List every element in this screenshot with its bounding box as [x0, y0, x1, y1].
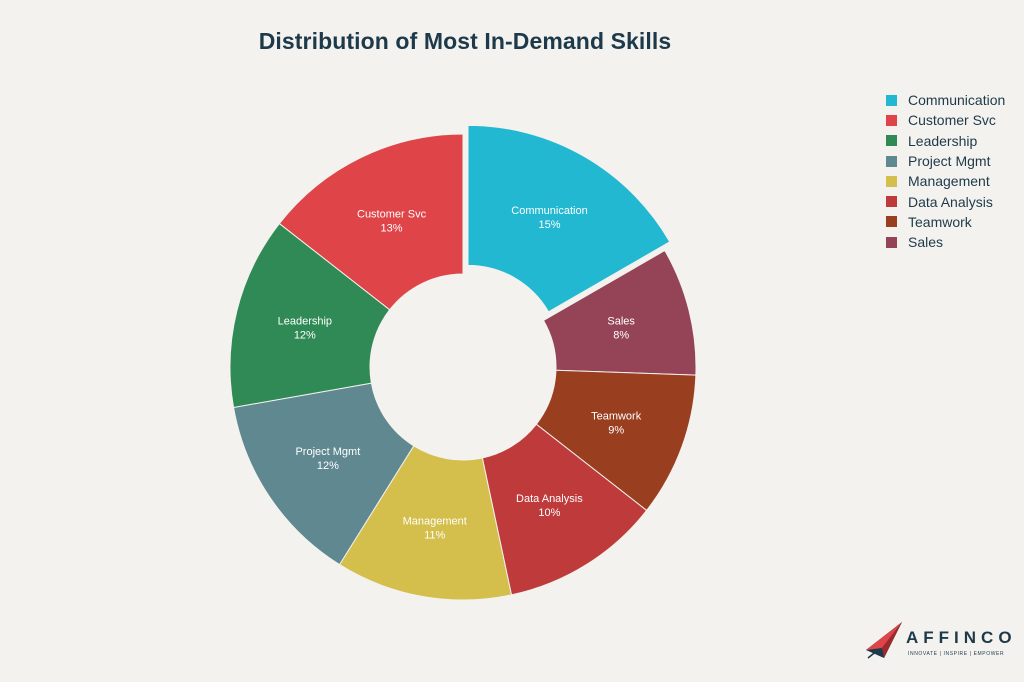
slice-label-teamwork: Teamwork	[591, 411, 642, 423]
slice-value-management: 11%	[424, 530, 445, 542]
brand-name: AFFINCO	[906, 628, 1017, 647]
slice-label-project-mgmt: Project Mgmt	[295, 446, 360, 458]
brand-tagline: INNOVATE | INSPIRE | EMPOWER	[908, 651, 1005, 657]
legend-label: Communication	[908, 92, 1006, 109]
slice-value-leadership: 12%	[294, 330, 316, 342]
legend-swatch	[886, 175, 897, 187]
slice-label-leadership: Leadership	[278, 316, 332, 328]
legend-item-data-analysis: Data Analysis	[886, 191, 1005, 211]
slice-communication	[467, 124, 671, 313]
slice-value-communication: 15%	[538, 219, 560, 231]
slice-label-sales: Sales	[607, 316, 635, 328]
legend-swatch	[886, 114, 897, 126]
slice-value-customer-svc: 13%	[381, 222, 403, 234]
slice-value-sales: 8%	[613, 330, 629, 342]
legend-item-leadership: Leadership	[886, 131, 1005, 151]
slice-value-teamwork: 9%	[608, 425, 624, 437]
legend-label: Sales	[908, 234, 944, 251]
slice-label-customer-svc: Customer Svc	[357, 208, 427, 220]
slice-project-mgmt	[232, 382, 415, 566]
legend-swatch	[886, 94, 897, 106]
legend-swatch	[886, 196, 897, 208]
chart-title: Distribution of Most In-Demand Skills	[258, 28, 672, 54]
slice-management	[338, 445, 513, 601]
legend-item-sales: Sales	[886, 232, 1005, 252]
legend-label: Leadership	[908, 132, 978, 149]
legend-item-customer-svc: Customer Svc	[886, 110, 1005, 130]
legend-swatch	[886, 216, 897, 228]
legend-label: Teamwork	[908, 213, 972, 230]
legend-label: Customer Svc	[908, 112, 996, 129]
legend-swatch	[886, 155, 897, 167]
legend-item-teamwork: Teamwork	[886, 212, 1005, 232]
legend-label: Data Analysis	[908, 193, 993, 210]
legend-label: Project Mgmt	[908, 153, 991, 170]
slice-value-project-mgmt: 12%	[317, 460, 339, 472]
paper-plane-icon	[866, 622, 902, 659]
slice-value-data-analysis: 10%	[538, 507, 560, 519]
chart-legend: Communication Customer Svc Leadership Proje…	[886, 90, 1005, 252]
legend-item-communication: Communication	[886, 90, 1005, 110]
legend-item-project-mgmt: Project Mgmt	[886, 151, 1005, 171]
brand-logo: AFFINCO INNOVATE | INSPIRE | EMPOWER	[862, 618, 1012, 668]
legend-swatch	[886, 135, 897, 147]
slice-label-communication: Communication	[511, 205, 587, 217]
slice-leadership	[229, 222, 391, 409]
legend-item-management: Management	[886, 171, 1005, 191]
legend-swatch	[886, 236, 897, 248]
slice-customer-svc	[278, 133, 464, 311]
slice-label-data-analysis: Data Analysis	[516, 493, 583, 505]
slice-label-management: Management	[403, 516, 467, 528]
legend-label: Management	[908, 173, 990, 190]
